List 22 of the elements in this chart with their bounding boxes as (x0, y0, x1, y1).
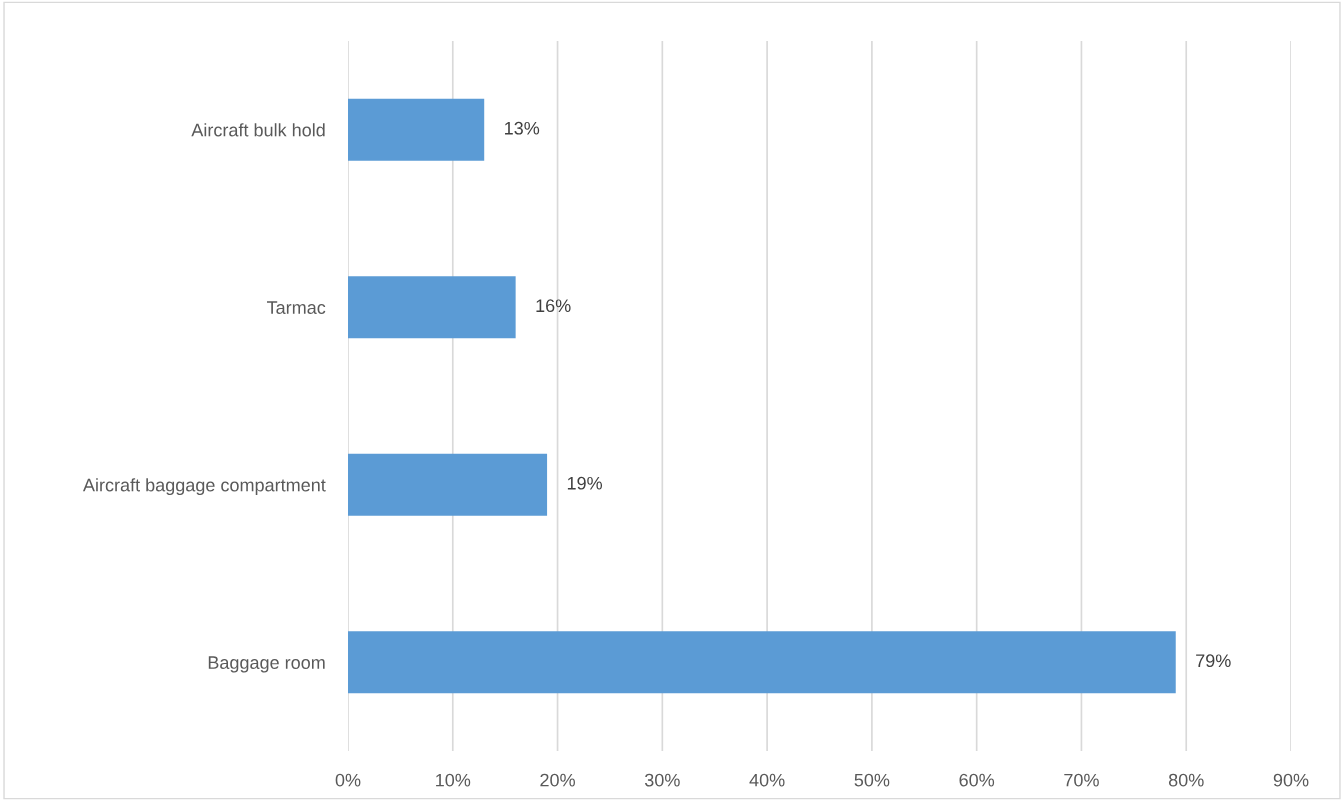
x-tick-label: 40% (749, 773, 785, 787)
x-tick-label: 70% (1064, 773, 1099, 787)
data-label: 19% (567, 476, 603, 490)
data-label: 16% (536, 299, 571, 313)
data-label: 13% (505, 121, 540, 135)
x-tick-label: 80% (1168, 773, 1204, 787)
x-tick-label: 20% (540, 773, 575, 787)
y-tick-label: Baggage room (208, 656, 325, 673)
bar (348, 631, 1176, 694)
bar (348, 276, 516, 339)
y-tick-label: Aircraft bulk hold (191, 123, 325, 137)
x-tick-label: 50% (854, 773, 890, 787)
data-label: 79% (1196, 654, 1231, 668)
x-tick-label: 90% (1273, 773, 1309, 787)
y-tick-label: Tarmac (267, 301, 326, 314)
y-tick-label: Aircraft baggage compartment (82, 478, 326, 496)
bar (348, 98, 485, 161)
x-tick-label: 30% (644, 773, 680, 787)
bar (348, 453, 548, 516)
x-tick-label: 10% (436, 773, 471, 787)
x-tick-label: 0% (335, 773, 361, 787)
x-tick-label: 60% (959, 773, 995, 787)
